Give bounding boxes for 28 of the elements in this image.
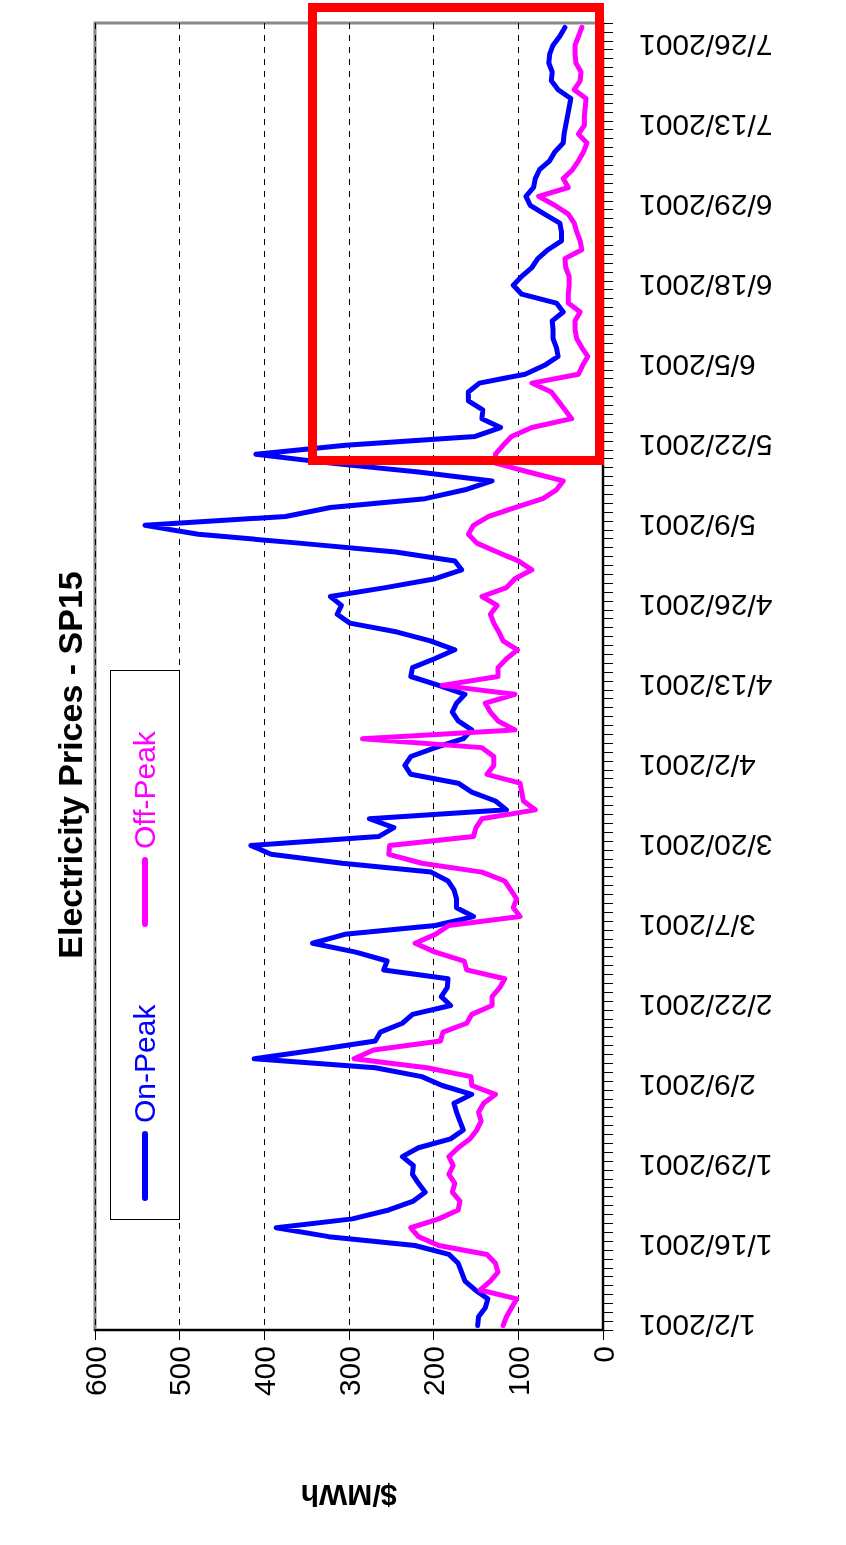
y-tick-label: 6/5/2001: [639, 348, 756, 382]
text: Off-Peak: [128, 731, 162, 849]
x-tick-label: 0: [586, 1346, 620, 1363]
x-tick-label: 300: [332, 1346, 366, 1397]
x-tick-label: 600: [78, 1346, 112, 1397]
y-tick-label: 1/16/2001: [639, 1229, 773, 1263]
x-tick-label: 500: [163, 1346, 197, 1397]
y-tick-label: 5/9/2001: [639, 508, 756, 542]
y-tick-label: 6/29/2001: [639, 188, 773, 222]
y-tick-label: 1/29/2001: [639, 1149, 773, 1183]
y-tick-label: 3/7/2001: [639, 908, 756, 942]
y-tick-label: 3/20/2001: [639, 828, 773, 862]
text: Electricity Prices - SP15: [51, 571, 89, 959]
x-tick-label: 200: [417, 1346, 451, 1397]
x-tick-label: 400: [247, 1346, 281, 1397]
y-tick-label: 1/2/2001: [639, 1309, 756, 1343]
y-tick-label: 6/18/2001: [639, 268, 773, 302]
y-tick-label: 7/26/2001: [639, 28, 773, 62]
y-tick-label: 4/2/2001: [639, 748, 756, 782]
y-tick-label: 7/13/2001: [639, 108, 773, 142]
y-tick-label: 5/22/2001: [639, 428, 773, 462]
text: On-Peak: [128, 1004, 162, 1123]
y-tick-label: 2/22/2001: [639, 988, 773, 1022]
y-tick-label: 4/13/2001: [639, 668, 773, 702]
x-tick-label: 100: [501, 1346, 535, 1397]
y-tick-label: 4/26/2001: [639, 588, 773, 622]
x-axis-title: $/MWh: [300, 1478, 398, 1512]
y-tick-label: 2/9/2001: [639, 1068, 756, 1102]
